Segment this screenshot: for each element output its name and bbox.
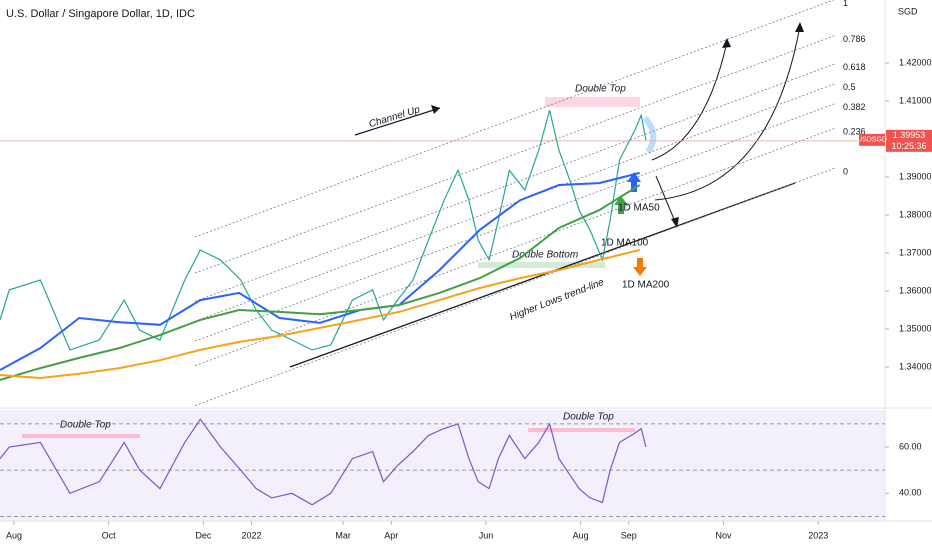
y-tick-label: 1.38000 [899, 209, 932, 219]
x-tick-label: Sep [621, 530, 637, 540]
y-tick-label: 1.42000 [899, 57, 932, 67]
fib-label: 0 [843, 166, 848, 176]
arrow-head [431, 105, 440, 114]
x-tick-label: Oct [102, 530, 117, 540]
annotation: Double Top [575, 84, 626, 95]
projection-arrow [651, 41, 728, 161]
arrow-head [722, 38, 731, 48]
annotation: Double Bottom [512, 250, 578, 261]
ma50-arrow [627, 172, 641, 192]
annotation: Double Top [60, 420, 111, 431]
fib-line [194, 35, 836, 274]
fib-line [194, 83, 836, 322]
projection-arrow [655, 175, 677, 225]
double-bottom-zone [478, 262, 605, 268]
y-tick-label: 1.39000 [899, 171, 932, 181]
y-tick-label: 1.35000 [899, 323, 932, 333]
arrow-head [795, 22, 804, 32]
fib-label: 0.382 [843, 102, 866, 112]
fib-label: 0.786 [843, 34, 866, 44]
x-tick-label: Aug [6, 530, 22, 540]
ma-label: 1D MA50 [618, 203, 660, 214]
fib-label: 1 [843, 0, 848, 8]
y-tick-label: 40.00 [899, 488, 922, 498]
arrow-head [671, 217, 679, 228]
hint-arrow [642, 116, 657, 154]
x-tick-label: Aug [573, 530, 589, 540]
x-tick-label: 2023 [808, 530, 828, 540]
series-line [0, 110, 647, 351]
projection-arrow [654, 25, 801, 201]
fib-line [194, 127, 836, 367]
price-box [886, 129, 932, 152]
symbol: USDSGD [857, 137, 887, 144]
chart-title: U.S. Dollar / Singapore Dollar, 1D, IDC [6, 8, 195, 20]
y-tick-label: 1.34000 [899, 361, 932, 371]
y-tick-label: 60.00 [899, 441, 922, 451]
fib-line [194, 0, 835, 238]
last-price: 1.39953 [893, 130, 926, 140]
rsi-band [0, 410, 885, 521]
rsi-double-top-zone [528, 428, 635, 432]
ma-label: 1D MA100 [601, 238, 649, 249]
ma-label: 1D MA200 [622, 280, 670, 291]
series-line [0, 171, 640, 371]
x-tick-label: Apr [384, 530, 398, 540]
annotation: Double Top [563, 412, 614, 423]
countdown: 10:25:36 [891, 141, 926, 151]
x-tick-label: Dec [195, 530, 212, 540]
x-tick-label: 2022 [242, 530, 262, 540]
trend-line [289, 182, 796, 368]
x-tick-label: Mar [335, 530, 351, 540]
double-top-zone [545, 97, 640, 107]
fib-line [194, 167, 836, 406]
x-tick-label: Jun [479, 530, 494, 540]
x-tick-label: Nov [716, 530, 733, 540]
ma100-arrow [614, 196, 628, 214]
y-tick-label: 1.36000 [899, 285, 932, 295]
fib-line [194, 63, 836, 302]
rsi-double-top-zone [22, 434, 140, 438]
series-line [0, 418, 647, 506]
fib-label: 0.236 [843, 127, 866, 137]
symbol-box [859, 133, 885, 146]
y-tick-label: 1.41000 [899, 95, 932, 105]
series-line [0, 184, 641, 381]
fib-label: 0.618 [843, 62, 866, 72]
currency-label: SGD [898, 6, 918, 16]
channel-arrow [354, 107, 441, 136]
y-tick-label: 1.37000 [899, 247, 932, 257]
fib-line [194, 103, 836, 342]
ma200-arrow [633, 258, 647, 276]
fib-label: 0.5 [843, 82, 856, 92]
series-line [0, 249, 640, 380]
